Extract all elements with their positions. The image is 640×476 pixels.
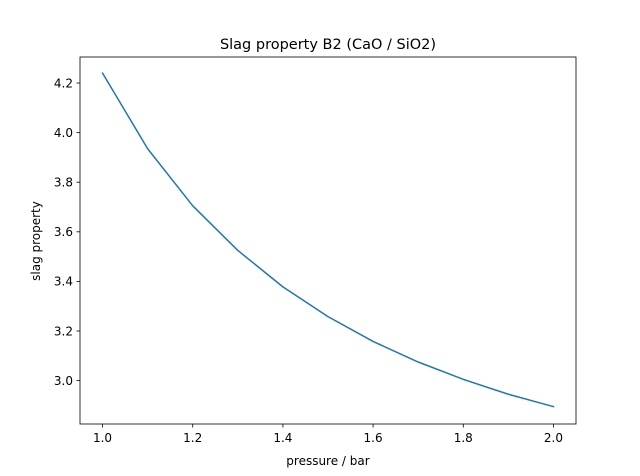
y-tick-label: 4.2 bbox=[54, 76, 73, 90]
series-line bbox=[101, 72, 555, 408]
x-tick-label: 2.0 bbox=[544, 431, 563, 445]
x-tick-label: 1.2 bbox=[183, 431, 202, 445]
y-tick-label: 3.8 bbox=[54, 176, 73, 190]
x-tick-label: 1.8 bbox=[454, 431, 473, 445]
y-tick-label: 3.6 bbox=[54, 225, 73, 239]
y-axis: 3.0 3.2 3.4 3.6 3.8 4.0 4.2 bbox=[54, 76, 80, 388]
y-tick-label: 4.0 bbox=[54, 126, 73, 140]
x-tick-label: 1.4 bbox=[273, 431, 292, 445]
x-axis: 1.0 1.2 1.4 1.6 1.8 2.0 bbox=[93, 424, 563, 445]
y-tick-label: 3.0 bbox=[54, 374, 73, 388]
x-axis-label: pressure / bar bbox=[286, 454, 369, 468]
y-axis-label: slag property bbox=[29, 201, 43, 281]
chart-title: Slag property B2 (CaO / SiO2) bbox=[220, 37, 436, 53]
y-tick-label: 3.2 bbox=[54, 324, 73, 338]
x-tick-label: 1.0 bbox=[93, 431, 112, 445]
y-tick-label: 3.4 bbox=[54, 275, 73, 289]
x-tick-label: 1.6 bbox=[364, 431, 383, 445]
plot-frame bbox=[79, 56, 577, 425]
plot-area bbox=[79, 56, 577, 425]
